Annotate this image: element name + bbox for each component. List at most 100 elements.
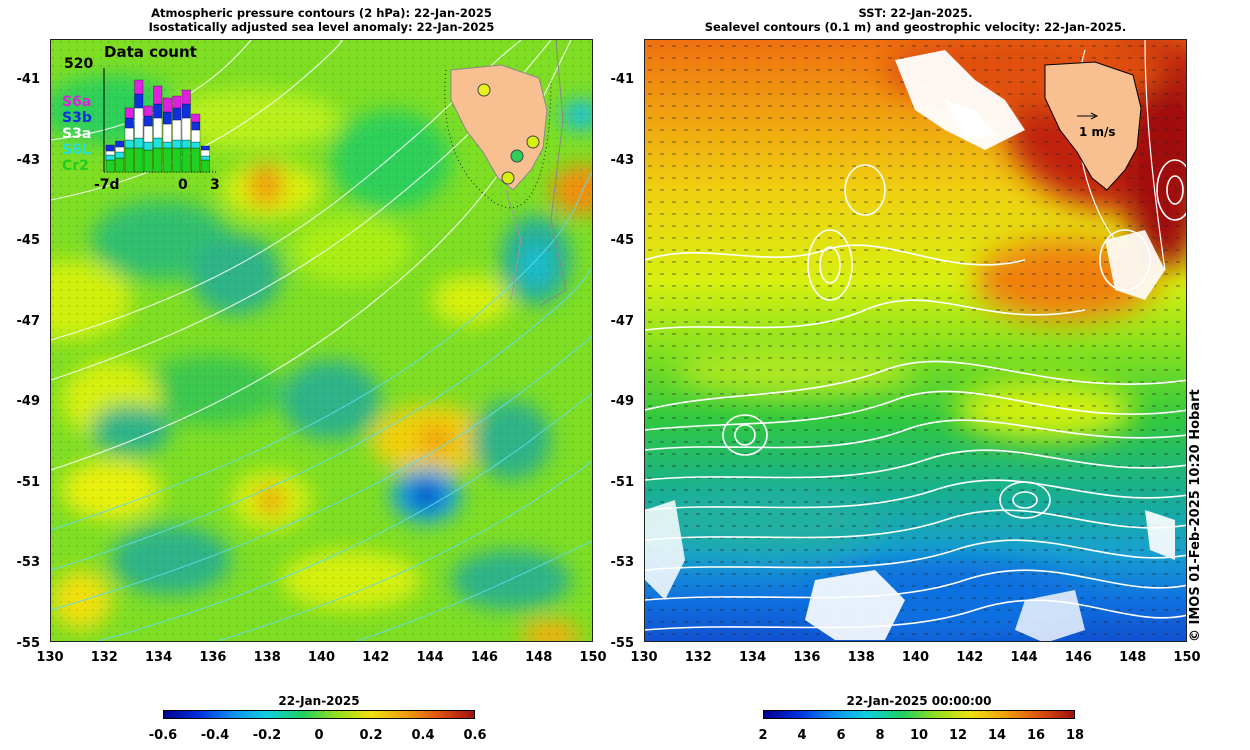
data-count-max: 520 bbox=[64, 56, 94, 72]
histogram-bar-segment bbox=[124, 117, 134, 129]
histogram-bar-segment bbox=[105, 159, 115, 173]
histogram-bar-segment bbox=[115, 157, 125, 173]
data-count-title: Data count bbox=[104, 43, 197, 61]
tide-gauge-marker bbox=[510, 149, 524, 163]
x-tick-label: 134 bbox=[739, 650, 767, 665]
data-count-x-start: -7d bbox=[94, 177, 120, 193]
histogram-bar-segment bbox=[105, 154, 115, 161]
histogram-bar-segment bbox=[124, 107, 134, 119]
right-title-line1: SST: 22-Jan-2025. bbox=[858, 6, 973, 20]
histogram-bar-segment bbox=[134, 147, 144, 173]
histogram-bar-segment bbox=[162, 141, 172, 149]
x-tick-label: 130 bbox=[36, 650, 64, 665]
x-tick-label: 140 bbox=[901, 650, 930, 665]
legend-item-s3a: S3a bbox=[62, 126, 92, 142]
histogram-bar-segment bbox=[115, 151, 125, 159]
histogram-bar-segment bbox=[172, 107, 182, 121]
velocity-scale-label: 1 m/s bbox=[1079, 125, 1116, 139]
colorbar-tick-label: 0.6 bbox=[463, 728, 487, 743]
x-tick-label: 138 bbox=[253, 650, 281, 665]
histogram-bar-segment bbox=[162, 111, 172, 125]
histogram-bar-segment bbox=[162, 147, 172, 173]
x-tick-label: 138 bbox=[847, 650, 875, 665]
histogram-bar-segment bbox=[105, 144, 115, 152]
y-tick-label: -45 bbox=[610, 233, 635, 248]
y-tick-label: -47 bbox=[16, 313, 41, 329]
y-tick-label: -51 bbox=[16, 474, 41, 490]
histogram-bar-segment bbox=[162, 97, 172, 113]
histogram-bar-segment bbox=[162, 123, 172, 143]
x-tick-label: 150 bbox=[579, 650, 607, 665]
colorbar-tick-label: 2 bbox=[758, 728, 768, 743]
y-tick-label: -55 bbox=[16, 635, 41, 651]
histogram-bar-segment bbox=[143, 149, 153, 173]
x-tick-label: 148 bbox=[525, 650, 553, 665]
histogram-bar-segment bbox=[181, 117, 191, 141]
histogram-bar-segment bbox=[200, 149, 210, 157]
right-title-line2: Sealevel contours (0.1 m) and geostrophi… bbox=[704, 20, 1127, 34]
histogram-bar-segment bbox=[172, 95, 182, 109]
colorbar-tick-label: 0.4 bbox=[411, 728, 435, 743]
right-colorbar-title: 22-Jan-2025 00:00:00 bbox=[846, 694, 992, 708]
sst-map: 1 m/s bbox=[644, 39, 1187, 642]
histogram-bar-segment bbox=[191, 147, 201, 173]
cloud-mask bbox=[645, 50, 1175, 641]
data-count-x-end: 3 bbox=[210, 177, 220, 193]
legend-item-s3b: S3b bbox=[62, 110, 92, 126]
tasmania-landmass bbox=[450, 64, 548, 191]
right-title: SST: 22-Jan-2025. Sealevel contours (0.1… bbox=[644, 6, 1187, 34]
histogram-bar-segment bbox=[143, 141, 153, 151]
histogram-bar-segment bbox=[181, 147, 191, 173]
tide-gauge-marker bbox=[501, 171, 515, 185]
colorbar-tick-label: 4 bbox=[797, 728, 807, 743]
colorbar-tick-label: 0.2 bbox=[359, 728, 383, 743]
tide-gauge-marker bbox=[477, 83, 491, 97]
colorbar-tick-label: 6 bbox=[836, 728, 846, 743]
histogram-bar-segment bbox=[134, 137, 144, 149]
histogram-bar-segment bbox=[200, 155, 210, 161]
colorbar-tick-label: 8 bbox=[875, 728, 885, 743]
y-tick-label: -45 bbox=[16, 233, 41, 248]
histogram-bar-segment bbox=[153, 137, 163, 149]
y-tick-label: -47 bbox=[610, 313, 635, 329]
y-tick-label: -41 bbox=[16, 72, 41, 87]
histogram-bar-segment bbox=[153, 117, 163, 139]
histogram-bar-segment bbox=[143, 125, 153, 143]
x-tick-label: 146 bbox=[1064, 650, 1092, 665]
histogram-bar-segment bbox=[172, 147, 182, 173]
data-count-histogram bbox=[103, 68, 216, 173]
histogram-bar-segment bbox=[191, 113, 201, 123]
x-tick-label: 144 bbox=[1010, 650, 1038, 665]
histogram-bar-segment bbox=[181, 139, 191, 149]
left-colorbar-title: 22-Jan-2025 bbox=[278, 694, 360, 708]
imos-credit: © IMOS 01-Feb-2025 10:20 Hobart bbox=[1188, 389, 1203, 642]
histogram-bar-segment bbox=[191, 121, 201, 131]
y-tick-label: -49 bbox=[16, 394, 41, 409]
x-tick-label: 144 bbox=[416, 650, 444, 665]
histogram-bar-segment bbox=[191, 129, 201, 143]
colorbar-tick-label: -0.2 bbox=[252, 728, 282, 743]
right-colorbar bbox=[763, 710, 1075, 719]
histogram-bar-segment bbox=[134, 79, 144, 95]
histogram-bar-segment bbox=[172, 119, 182, 141]
histogram-bar-segment bbox=[134, 93, 144, 109]
x-tick-label: 136 bbox=[793, 650, 821, 665]
x-tick-label: 148 bbox=[1119, 650, 1147, 665]
histogram-bar-segment bbox=[124, 139, 134, 149]
histogram-bar-segment bbox=[115, 140, 125, 148]
histogram-bar-segment bbox=[181, 89, 191, 105]
tasmania-landmass bbox=[1044, 61, 1142, 191]
data-count-inset: Data count 520 S6a S3b S3a S6L Cr2 -7d 0 3 bbox=[60, 44, 220, 194]
data-count-x-zero: 0 bbox=[178, 177, 188, 193]
y-tick-label: -41 bbox=[610, 72, 635, 87]
histogram-bar-segment bbox=[143, 105, 153, 117]
colorbar-tick-label: 0 bbox=[314, 728, 324, 743]
x-tick-label: 132 bbox=[684, 650, 712, 665]
colorbar-tick-label: 14 bbox=[987, 728, 1007, 743]
colorbar-tick-label: 16 bbox=[1026, 728, 1046, 743]
histogram-bar-segment bbox=[153, 147, 163, 173]
y-tick-label: -49 bbox=[610, 394, 635, 409]
histogram-bar-segment bbox=[143, 115, 153, 127]
histogram-bar-segment bbox=[134, 107, 144, 139]
y-tick-label: -51 bbox=[610, 474, 635, 490]
